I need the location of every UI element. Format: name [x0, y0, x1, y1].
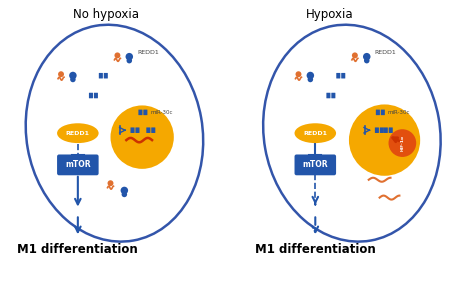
Circle shape [127, 58, 132, 63]
FancyBboxPatch shape [57, 154, 99, 175]
FancyBboxPatch shape [375, 127, 379, 133]
Circle shape [70, 77, 76, 82]
Ellipse shape [263, 25, 441, 242]
Circle shape [363, 53, 371, 60]
Text: HIF-1α: HIF-1α [401, 135, 404, 151]
Ellipse shape [57, 123, 99, 143]
Ellipse shape [26, 25, 203, 242]
FancyBboxPatch shape [138, 109, 143, 115]
Circle shape [69, 72, 77, 79]
Text: miR-30c: miR-30c [388, 110, 410, 115]
Text: REDD1: REDD1 [303, 131, 328, 136]
FancyBboxPatch shape [384, 127, 388, 133]
Circle shape [295, 71, 301, 77]
Circle shape [121, 192, 127, 197]
Circle shape [110, 106, 174, 169]
FancyBboxPatch shape [336, 73, 340, 78]
Circle shape [114, 52, 120, 58]
FancyBboxPatch shape [143, 109, 147, 115]
FancyBboxPatch shape [89, 93, 93, 98]
Circle shape [352, 52, 358, 58]
FancyBboxPatch shape [294, 154, 336, 175]
FancyBboxPatch shape [341, 73, 345, 78]
Text: miR-30c: miR-30c [150, 110, 173, 115]
Text: Hypoxia: Hypoxia [305, 8, 353, 21]
FancyBboxPatch shape [130, 127, 135, 133]
Circle shape [120, 187, 128, 194]
Text: REDD1: REDD1 [374, 50, 396, 56]
FancyBboxPatch shape [380, 127, 384, 133]
Circle shape [349, 104, 420, 176]
Circle shape [307, 72, 314, 79]
Text: REDD1: REDD1 [137, 50, 159, 56]
Circle shape [126, 53, 133, 60]
FancyBboxPatch shape [99, 73, 103, 78]
Text: mTOR: mTOR [65, 160, 91, 169]
Circle shape [308, 77, 313, 82]
Text: No hypoxia: No hypoxia [73, 8, 139, 21]
Circle shape [108, 180, 113, 186]
Circle shape [58, 71, 64, 77]
FancyBboxPatch shape [381, 109, 385, 115]
Ellipse shape [294, 123, 336, 143]
FancyBboxPatch shape [327, 93, 330, 98]
FancyBboxPatch shape [151, 127, 155, 133]
FancyBboxPatch shape [104, 73, 108, 78]
Circle shape [364, 58, 370, 63]
FancyBboxPatch shape [389, 127, 393, 133]
Text: M1 differentiation: M1 differentiation [18, 242, 138, 256]
FancyBboxPatch shape [94, 93, 98, 98]
Text: REDD1: REDD1 [66, 131, 90, 136]
FancyBboxPatch shape [376, 109, 380, 115]
FancyBboxPatch shape [146, 127, 150, 133]
Circle shape [389, 129, 416, 157]
Text: M1 differentiation: M1 differentiation [255, 242, 376, 256]
FancyBboxPatch shape [331, 93, 336, 98]
Text: mTOR: mTOR [302, 160, 328, 169]
FancyBboxPatch shape [136, 127, 139, 133]
